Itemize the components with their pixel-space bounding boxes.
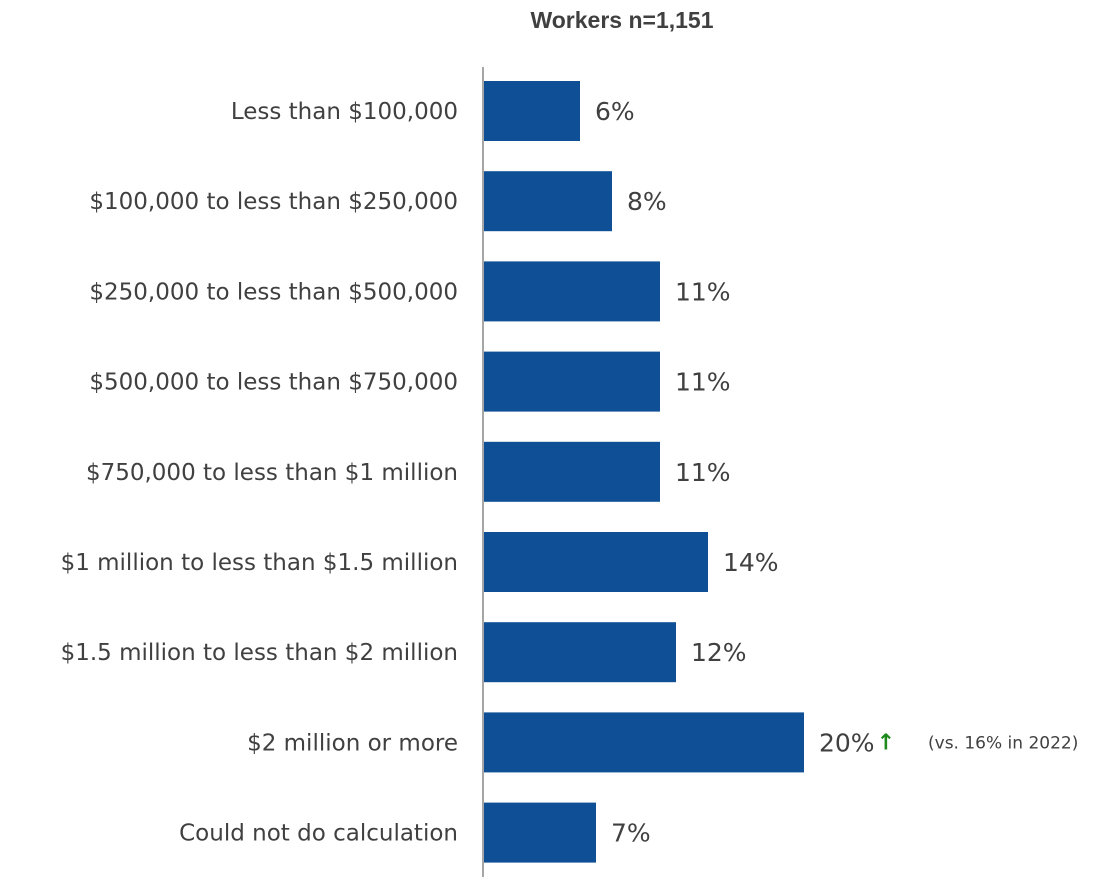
category-label: $1.5 million to less than $2 million <box>61 640 458 666</box>
value-label: 11% <box>675 368 731 397</box>
bar <box>484 802 596 863</box>
up-arrow-icon: ↑ <box>877 730 895 755</box>
value-label: 12% <box>691 638 747 667</box>
category-label: Could not do calculation <box>179 821 458 847</box>
value-label: 11% <box>675 277 731 306</box>
category-label: $750,000 to less than $1 million <box>86 460 458 486</box>
bar <box>484 712 804 773</box>
bar <box>484 171 612 232</box>
category-label: $100,000 to less than $250,000 <box>89 189 458 215</box>
bar <box>484 532 708 592</box>
value-label: 20% <box>819 728 875 757</box>
category-label: Less than $100,000 <box>231 99 458 125</box>
bar <box>484 622 676 683</box>
value-label: 7% <box>611 819 651 848</box>
value-label: 11% <box>675 458 731 487</box>
chart-title: Workers n=1,151 <box>530 7 713 33</box>
value-label: 14% <box>723 548 779 577</box>
bar <box>484 351 660 412</box>
bar <box>484 81 580 141</box>
bar <box>484 441 660 502</box>
category-label: $250,000 to less than $500,000 <box>89 279 458 305</box>
category-label: $2 million or more <box>247 730 458 756</box>
category-label: $500,000 to less than $750,000 <box>89 370 458 396</box>
value-label: 8% <box>627 187 667 216</box>
category-label: $1 million to less than $1.5 million <box>61 550 458 576</box>
bar <box>484 261 660 322</box>
value-label: 6% <box>595 97 635 126</box>
comparison-note: (vs. 16% in 2022) <box>928 733 1078 753</box>
